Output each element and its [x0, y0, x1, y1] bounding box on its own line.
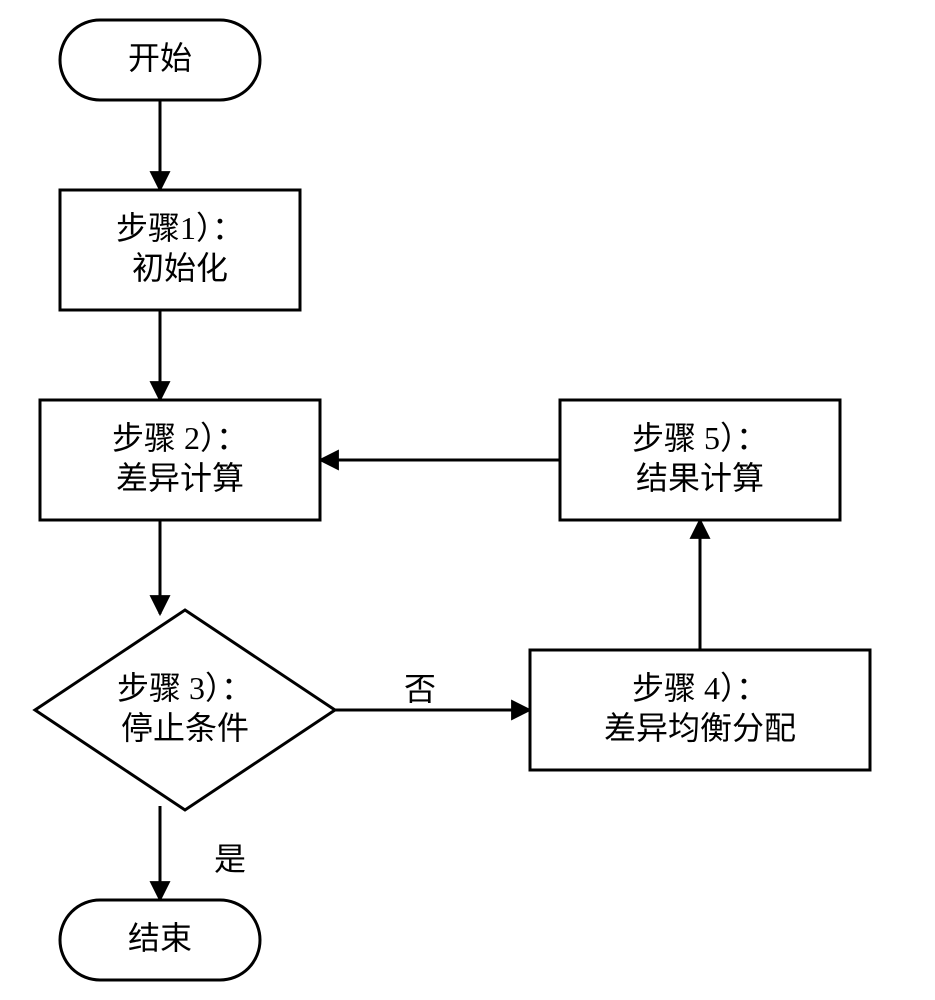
node-start: 开始 — [60, 20, 260, 100]
node-text-step1-line0: 步骤1）： — [116, 210, 244, 246]
node-text-step4-line0: 步骤 4）： — [632, 670, 768, 706]
edge-label-step3-step4: 否 — [404, 671, 436, 707]
node-text-step5-line0: 步骤 5）： — [632, 420, 768, 456]
node-text-step3-line1: 停止条件 — [121, 710, 249, 746]
edge-label-step3-end: 是 — [214, 841, 246, 877]
node-text-step5-line1: 结果计算 — [636, 460, 764, 496]
node-text-step3-line0: 步骤 3）： — [117, 670, 253, 706]
node-end: 结束 — [60, 900, 260, 980]
node-step2: 步骤 2）： 差异计算 — [40, 400, 320, 520]
node-text-step4-line1: 差异均衡分配 — [604, 710, 796, 746]
node-step1: 步骤1）： 初始化 — [60, 190, 300, 310]
node-step5: 步骤 5）： 结果计算 — [560, 400, 840, 520]
node-text-step2-line0: 步骤 2）： — [112, 420, 248, 456]
node-step4: 步骤 4）： 差异均衡分配 — [530, 650, 870, 770]
node-text-end-line0: 结束 — [128, 920, 192, 956]
node-text-step2-line1: 差异计算 — [116, 460, 244, 496]
node-text-step1-line1: 初始化 — [132, 250, 228, 286]
node-text-start-line0: 开始 — [128, 40, 192, 76]
node-step3: 步骤 3）： 停止条件 — [35, 610, 335, 810]
